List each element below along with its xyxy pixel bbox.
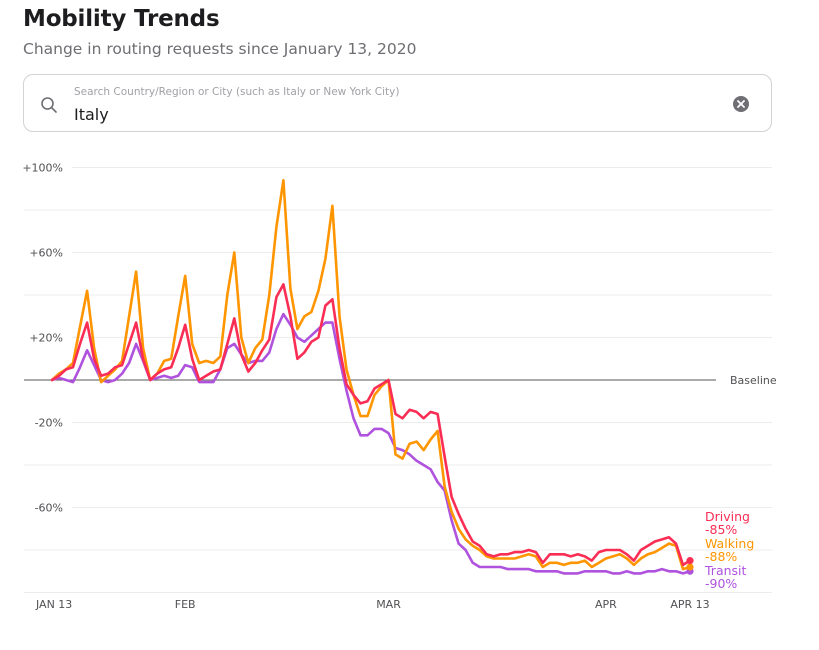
page-title: Mobility Trends <box>23 6 220 32</box>
legend-value-transit: -90% <box>705 576 737 591</box>
search-box[interactable]: Search Country/Region or City (such as I… <box>23 74 772 132</box>
grid-lines <box>24 167 772 593</box>
legend: Driving-85%Walking-88%Transit-90% <box>704 509 754 591</box>
y-axis-ticks: +100% +60% +20% -20% -60% <box>22 162 63 515</box>
legend-name-transit: Transit <box>704 563 747 578</box>
series-line-driving <box>50 283 692 567</box>
series-line-transit <box>50 312 692 575</box>
legend-name-walking: Walking <box>705 536 754 551</box>
y-tick-label: -60% <box>35 502 63 515</box>
legend-value-driving: -85% <box>705 522 737 537</box>
x-axis-ticks: JAN 13 FEB MAR APR APR 13 <box>35 598 710 611</box>
legend-name-driving: Driving <box>705 509 750 524</box>
series-end-dot-walking <box>686 563 694 571</box>
mobility-chart: +100% +60% +20% -20% -60% JAN 13 FEB MAR APR APR… <box>22 162 777 612</box>
clear-icon <box>737 100 745 108</box>
y-tick-label: -20% <box>35 417 63 430</box>
clear-search-button[interactable] <box>733 96 749 112</box>
y-tick-label: +100% <box>22 162 63 175</box>
x-tick-label: FEB <box>175 598 196 611</box>
search-input[interactable] <box>74 105 674 124</box>
x-tick-label: APR 13 <box>670 598 709 611</box>
baseline-label: Baseline <box>730 374 777 387</box>
y-tick-label: +20% <box>29 332 63 345</box>
search-icon <box>40 96 58 114</box>
search-placeholder: Search Country/Region or City (such as I… <box>74 86 400 98</box>
y-tick-label: +60% <box>29 247 63 260</box>
series-end-dot-driving <box>686 557 694 565</box>
x-tick-label: MAR <box>376 598 401 611</box>
x-tick-label: JAN 13 <box>35 598 72 611</box>
legend-value-walking: -88% <box>705 549 737 564</box>
page-subtitle: Change in routing requests since January… <box>23 40 417 58</box>
series-lines <box>50 178 694 575</box>
x-tick-label: APR <box>595 598 617 611</box>
baseline: Baseline <box>24 374 777 387</box>
